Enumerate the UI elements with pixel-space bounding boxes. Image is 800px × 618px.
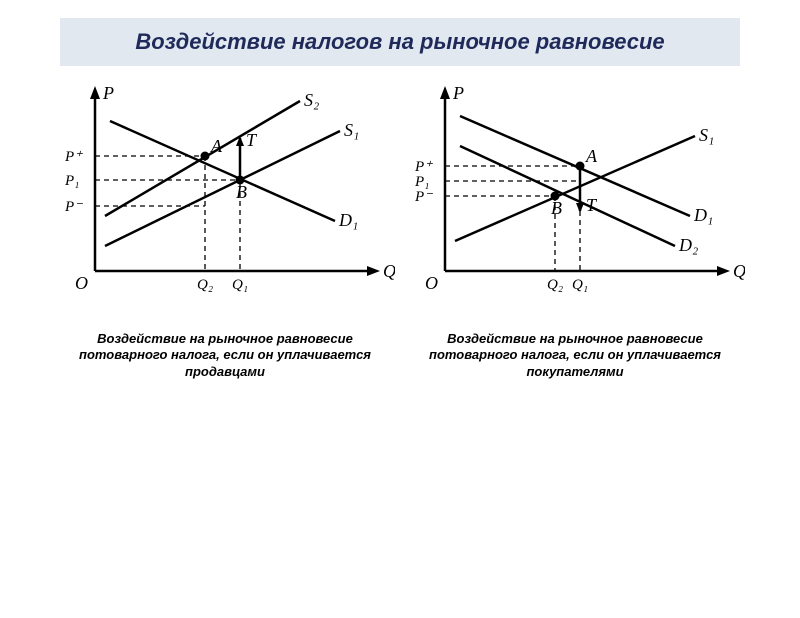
- page-title: Воздействие налогов на рыночное равновес…: [80, 28, 720, 56]
- chart-right: P Q O S₁ D₁ D₂ P⁺P₁P⁻ Q₂ Q₁ T A B Воздействие на ры…: [405, 76, 745, 382]
- svg-text:D₂: D₂: [678, 235, 698, 255]
- svg-text:Q: Q: [383, 261, 395, 281]
- svg-text:Q₁: Q₁: [232, 277, 248, 293]
- svg-text:B: B: [236, 182, 247, 202]
- svg-text:Q₁: Q₁: [572, 277, 588, 293]
- svg-text:O: O: [75, 273, 88, 293]
- charts-row: PQOS₁S₂D₁P⁺P₁P⁻Q₂Q₁TAB Воздействие на ры…: [0, 76, 800, 382]
- chart-right-caption: Воздействие на рыночное равновесие потов…: [405, 331, 745, 382]
- svg-text:O: O: [425, 273, 438, 293]
- svg-text:P₁: P₁: [414, 174, 429, 190]
- svg-text:S₂: S₂: [304, 90, 319, 110]
- svg-text:D₁: D₁: [693, 205, 713, 225]
- svg-text:P: P: [102, 83, 114, 103]
- svg-text:D₁: D₁: [338, 210, 358, 230]
- svg-text:P: P: [452, 83, 464, 103]
- chart-left-svg: P Q O S₁ S₂ D₁ P⁺ P₁ P⁻ Q₂ Q₁ T A B: [55, 76, 395, 296]
- svg-text:P⁺: P⁺: [64, 149, 83, 165]
- svg-text:S₁: S₁: [699, 125, 714, 145]
- svg-text:S₁: S₁: [344, 120, 359, 140]
- svg-text:A: A: [210, 136, 223, 156]
- svg-text:Q₂: Q₂: [547, 277, 563, 293]
- svg-text:Q₂: Q₂: [197, 277, 213, 293]
- svg-text:T: T: [246, 130, 258, 150]
- svg-text:A: A: [585, 146, 598, 166]
- chart-left-caption: Воздействие на рыночное равновесие потов…: [55, 331, 395, 382]
- title-banner: Воздействие налогов на рыночное равновес…: [60, 18, 740, 66]
- chart-left: P Q O S₁ S₂ D₁ P⁺ P₁ P⁻ Q₂ Q₁ T A B Воздействие на ры…: [55, 76, 395, 382]
- chart-right-svg: P Q O S₁ D₁ D₂ P⁺P₁P⁻ Q₂ Q₁ T A B: [405, 76, 745, 296]
- svg-text:T: T: [586, 195, 598, 215]
- svg-text:P⁺: P⁺: [414, 159, 433, 175]
- svg-text:Q: Q: [733, 261, 745, 281]
- svg-text:P₁: P₁: [64, 173, 79, 189]
- svg-text:P⁻: P⁻: [64, 199, 83, 215]
- svg-text:P⁻: P⁻: [414, 189, 433, 205]
- svg-text:B: B: [551, 198, 562, 218]
